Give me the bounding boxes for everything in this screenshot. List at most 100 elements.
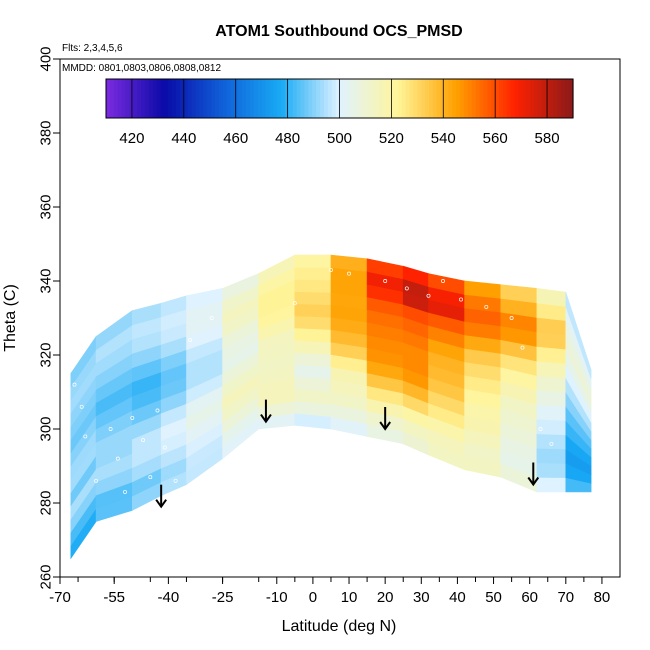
- plot-area: [70, 254, 597, 560]
- colorbar-segment: [320, 79, 325, 118]
- colorbar-segment: [160, 79, 165, 118]
- x-tick-label: 40: [449, 589, 466, 606]
- y-tick-label: 340: [38, 268, 55, 293]
- colorbar-segment: [113, 79, 119, 118]
- x-tick-label: 30: [413, 589, 430, 606]
- colorbar-segment: [553, 79, 559, 118]
- colorbar-segment: [141, 79, 146, 118]
- colorbar-segment: [545, 79, 551, 118]
- sample-point: [130, 415, 135, 420]
- colorbar-segment: [479, 79, 485, 118]
- surface-cell: [536, 288, 567, 307]
- x-tick-label: -70: [49, 589, 71, 606]
- colorbar-segment: [460, 79, 465, 118]
- tropopause-arrow: [260, 399, 272, 424]
- colorbar-segment: [144, 79, 150, 118]
- y-tick-label: 360: [38, 194, 55, 219]
- sample-point: [108, 427, 113, 431]
- colorbar-segment: [436, 79, 442, 118]
- colorbar-segment: [249, 79, 255, 118]
- colorbar-segment: [499, 79, 504, 118]
- colorbar-segment: [541, 79, 547, 118]
- colorbar-tick-label: 520: [379, 130, 404, 147]
- colorbar-segment: [510, 79, 516, 118]
- colorbar-segment: [429, 79, 434, 118]
- colorbar-segment: [261, 79, 267, 118]
- colorbar-segment: [522, 79, 527, 118]
- colorbar-segment: [296, 79, 302, 118]
- colorbar-segment: [125, 79, 130, 118]
- colorbar-segment: [292, 79, 298, 118]
- y-tick-label: 400: [38, 46, 55, 71]
- colorbar-segment: [230, 79, 236, 118]
- sample-point: [484, 304, 489, 309]
- colorbar-segment: [557, 79, 562, 118]
- sample-point: [162, 445, 167, 450]
- colorbar-segment: [514, 79, 520, 118]
- colorbar-segment: [117, 79, 123, 118]
- surface-cell: [536, 462, 567, 478]
- y-tick-label: 260: [38, 564, 55, 589]
- surface-cell: [294, 352, 332, 368]
- colorbar-segment: [549, 79, 555, 118]
- sample-point: [79, 404, 84, 409]
- colorbar-segment: [374, 79, 380, 118]
- colorbar-segment: [518, 79, 524, 118]
- tropopause-arrow: [527, 462, 540, 487]
- colorbar-tick-label: 560: [483, 130, 508, 147]
- colorbar-segment: [467, 79, 473, 118]
- colorbar-segment: [246, 79, 251, 118]
- colorbar-segment: [502, 79, 508, 118]
- colorbar-segment: [109, 79, 115, 118]
- colorbar-segment: [226, 79, 232, 118]
- colorbar-segment: [214, 79, 220, 118]
- colorbar-segment: [222, 79, 228, 118]
- x-tick-label: -25: [212, 589, 234, 606]
- colorbar-segment: [211, 79, 216, 118]
- colorbar-segment: [526, 79, 531, 118]
- colorbar-segment: [448, 79, 453, 118]
- surface-cell: [536, 404, 567, 421]
- colorbar-segment: [401, 79, 407, 118]
- colorbar-segment: [335, 79, 341, 118]
- colorbar-segment: [491, 79, 496, 118]
- sample-point: [592, 382, 597, 387]
- colorbar-segment: [421, 79, 426, 118]
- colorbar-segment: [277, 79, 282, 118]
- x-tick-label: -55: [103, 589, 125, 606]
- sample-point: [538, 427, 543, 431]
- surface-cell: [294, 327, 332, 343]
- colorbar-segment: [569, 79, 574, 118]
- sample-point: [578, 316, 583, 320]
- surface-cell: [294, 315, 332, 330]
- colorbar-segment: [121, 79, 127, 118]
- colorbar-segment: [537, 79, 543, 118]
- surface-cell: [294, 279, 332, 293]
- surface-cell: [536, 433, 567, 450]
- x-tick-label: 0: [309, 589, 317, 606]
- sample-point: [72, 382, 77, 387]
- colorbar-segment: [378, 79, 383, 118]
- colorbar-segment: [347, 79, 352, 118]
- colorbar-segment: [409, 79, 415, 118]
- colorbar-tick-label: 440: [171, 130, 196, 147]
- sample-point: [383, 279, 388, 283]
- colorbar-segment: [195, 79, 200, 118]
- sample-point: [347, 271, 351, 276]
- y-axis: 260 280 300 320 340 360 380 400: [38, 46, 60, 590]
- flights-note: Flts: 2,3,4,5,6: [62, 43, 123, 54]
- colorbar-segment: [152, 79, 158, 118]
- colorbar-segment: [304, 79, 309, 118]
- colorbar-frame: [105, 78, 574, 119]
- sample-point: [329, 267, 333, 272]
- colorbar-segment: [308, 79, 313, 118]
- colorbar-segment: [327, 79, 333, 118]
- colorbar-segment: [316, 79, 321, 118]
- colorbar-segment: [238, 79, 243, 118]
- sample-point: [188, 338, 193, 343]
- colorbar-segment: [191, 79, 197, 118]
- colorbar-tick-label: 420: [119, 130, 144, 147]
- colorbar-segment: [417, 79, 422, 118]
- colorbar-segment: [300, 79, 306, 118]
